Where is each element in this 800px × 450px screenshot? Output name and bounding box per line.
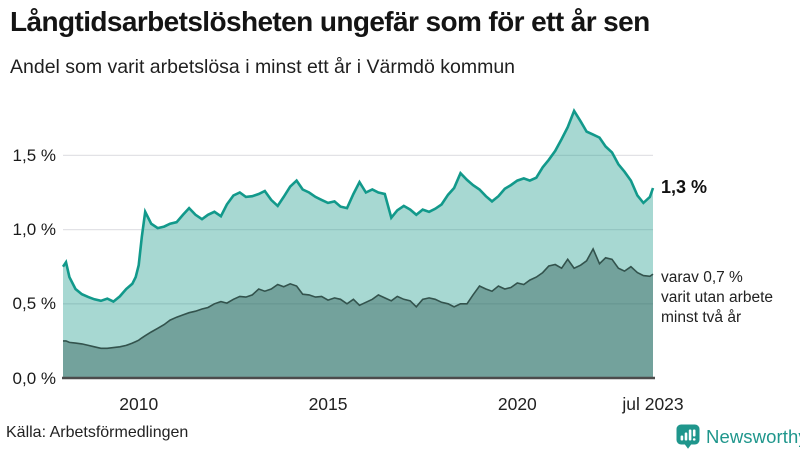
newsworthy-wordmark: Newsworthy <box>706 425 800 447</box>
line-total-longterm <box>61 108 655 304</box>
newsworthy-logo: Newsworthy <box>676 424 800 449</box>
x-axis-label: 2010 <box>119 394 159 414</box>
annotation-latest-value: 1,3 % <box>661 177 708 197</box>
x-axis-label: 2015 <box>308 394 348 414</box>
page-subtitle: Andel som varit arbetslösa i minst ett å… <box>10 56 516 78</box>
page-title: Långtidsarbetslösheten ungefär som för e… <box>10 6 650 37</box>
source-note: Källa: Arbetsförmedlingen <box>6 424 189 441</box>
newsworthy-bubble-chart-icon <box>676 424 700 449</box>
y-axis-label: 0,0 % <box>12 368 56 388</box>
area-total-longterm <box>63 110 653 379</box>
area-two-years <box>63 248 653 378</box>
y-axis-label: 1,0 % <box>12 220 56 240</box>
y-axis-label: 1,5 % <box>12 145 56 165</box>
x-axis-label: jul 2023 <box>622 394 684 414</box>
x-axis-label: 2020 <box>497 394 537 414</box>
y-axis-label: 0,5 % <box>12 294 56 314</box>
annotation-two-years: varav 0,7 % varit utan arbete minst två … <box>661 269 774 326</box>
line-two-years <box>63 247 654 350</box>
